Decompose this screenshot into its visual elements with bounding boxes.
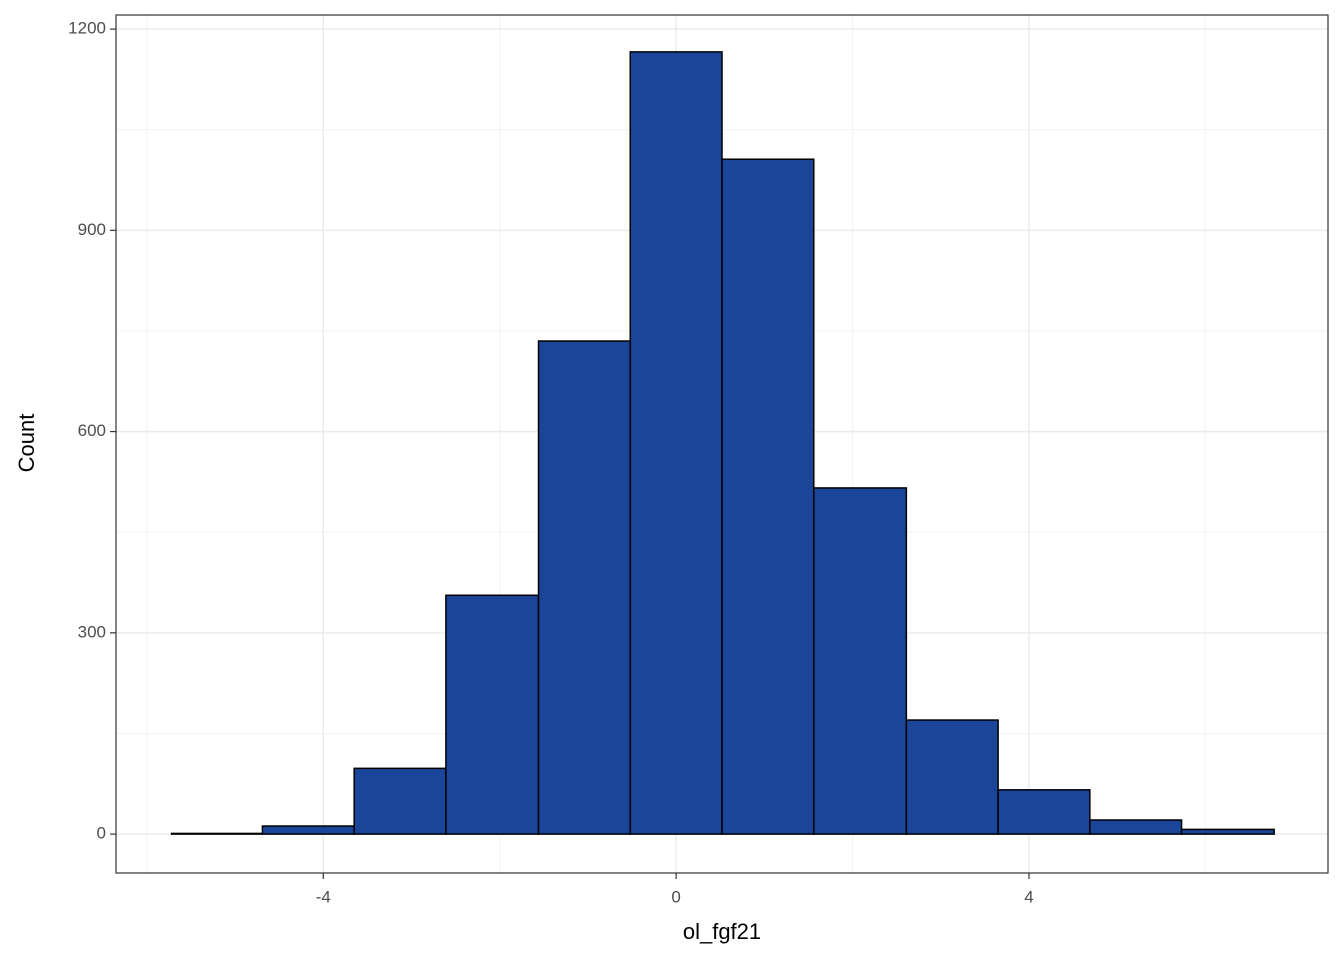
- y-tick-label: 900: [78, 220, 106, 239]
- y-axis-title: Count: [14, 414, 39, 473]
- y-tick-label: 600: [78, 421, 106, 440]
- bar: [905, 719, 999, 835]
- y-tick-label: 300: [78, 622, 106, 641]
- x-tick-label: 4: [1024, 887, 1033, 906]
- bar: [812, 487, 908, 835]
- bar: [170, 832, 264, 835]
- bar: [353, 767, 447, 835]
- bar: [445, 594, 540, 835]
- bar: [1089, 819, 1183, 835]
- x-axis-title: ol_fgf21: [683, 919, 761, 944]
- bar: [1180, 828, 1275, 835]
- y-tick-label: 0: [97, 824, 106, 843]
- bar: [261, 825, 355, 835]
- bar: [721, 158, 815, 835]
- x-tick-label: 0: [671, 887, 680, 906]
- bar: [629, 51, 723, 835]
- bar: [537, 340, 632, 835]
- bar: [997, 789, 1091, 835]
- plot-border: [115, 14, 1329, 874]
- y-tick-label: 1200: [68, 19, 106, 38]
- x-tick-label: -4: [316, 887, 331, 906]
